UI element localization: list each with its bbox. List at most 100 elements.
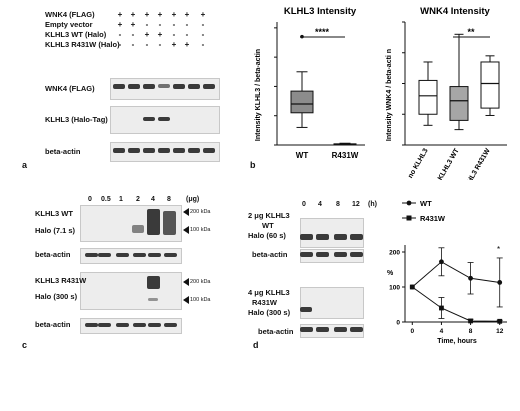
box-klhl3-wt — [449, 86, 469, 121]
time-label: 4 — [318, 201, 322, 208]
condition-symbol: - — [201, 40, 205, 49]
chart2-xtick-klhl3-wt: KLHL3 WT — [437, 147, 461, 180]
condition-symbol: + — [184, 40, 190, 49]
condition-symbol: - — [185, 30, 189, 39]
beta-actin-band — [316, 252, 329, 257]
dose-label: 2 — [136, 196, 140, 203]
chart1-xtick-wt: WT — [296, 151, 309, 160]
chart2-boxes — [418, 33, 500, 131]
line-ylabel: % — [387, 270, 394, 277]
beta-actin-band — [116, 323, 129, 327]
klhl3-wt-band — [147, 209, 160, 235]
series-line-r431w — [411, 286, 500, 322]
d-label-wt: WT — [262, 221, 274, 230]
wnk4-band — [203, 84, 215, 89]
box-wt — [290, 90, 314, 114]
chart2-significance: ** — [467, 27, 475, 37]
panel-letter-d: d — [253, 340, 259, 350]
c-label-halo-7s: Halo (7.1 s) — [35, 226, 76, 235]
condition-symbol: - — [172, 30, 176, 39]
marker-200-2: 200 kDa — [190, 279, 211, 285]
klhl3-band — [158, 117, 170, 121]
time-label: 8 — [336, 201, 340, 208]
time-unit: (h) — [368, 201, 377, 208]
line-asterisk: * — [497, 245, 500, 254]
marker-arrow-200-2 — [183, 278, 189, 286]
row-label-klhl3-wt: KLHL3 WT (Halo) — [45, 30, 107, 39]
panel-letter-c: c — [22, 340, 28, 350]
marker-arrow-200-1 — [183, 208, 189, 216]
beta-actin-band — [203, 148, 215, 153]
beta-actin-band — [148, 253, 161, 257]
blot-label-beta-actin: beta-actin — [45, 147, 81, 156]
row-label-wnk4: WNK4 (FLAG) — [45, 10, 95, 19]
condition-symbol: + — [144, 10, 150, 19]
time-label: 12 — [352, 201, 360, 208]
wt-band — [300, 234, 313, 240]
wnk4-band — [143, 84, 155, 89]
c-label-beta-actin-1: beta-actin — [35, 250, 71, 259]
row-label-klhl3-r431w: KLHL3 R431W (Halo) — [45, 40, 120, 49]
panel-d-line-chart: % Time, hours 0 100 200 0 4 8 12 * — [387, 245, 507, 345]
beta-actin-band — [133, 323, 146, 327]
x-tick-label: 4 — [440, 328, 444, 335]
legend-r431w-marker — [406, 215, 412, 221]
chart2-ylabel: Intensity WNK4 / beta-acti n — [386, 49, 393, 141]
y-tick-label: 0 — [396, 320, 400, 327]
condition-symbol: + — [117, 10, 123, 19]
blot-beta-actin-c2 — [80, 318, 182, 334]
beta-actin-band — [334, 252, 347, 257]
x-tick-label: 8 — [469, 328, 473, 335]
blot-beta-actin-c1 — [80, 248, 182, 264]
condition-symbol: + — [144, 30, 150, 39]
d-label-beta-actin-1: beta-actin — [252, 250, 288, 259]
beta-actin-band — [113, 148, 125, 153]
point-r431w — [409, 284, 415, 290]
wt-band — [334, 234, 347, 240]
condition-symbol: + — [171, 40, 177, 49]
chart1-y-ticks — [274, 27, 277, 146]
dose-label: 4 — [151, 196, 155, 203]
marker-100-1: 100 kDa — [190, 227, 211, 233]
beta-actin-band — [116, 253, 129, 257]
time-label: 0 — [302, 201, 306, 208]
blot-r431w-d — [300, 287, 364, 319]
condition-symbol: - — [145, 20, 149, 29]
beta-actin-band — [300, 252, 313, 257]
beta-actin-band — [173, 148, 185, 153]
beta-actin-band — [98, 253, 111, 257]
condition-symbol: - — [158, 20, 162, 29]
dose-label: 0.5 — [101, 196, 111, 203]
chart1-ylabel: Intensity KLHL3 / beta-actin — [255, 49, 262, 141]
chart2-title: WNK4 Intensity — [420, 6, 490, 17]
beta-actin-band — [133, 253, 146, 257]
r431w-band — [300, 307, 312, 312]
d-label-r431w: R431W — [252, 298, 278, 307]
condition-symbol: - — [118, 30, 122, 39]
klhl3-r431w-band — [147, 276, 160, 289]
marker-arrow-100-2 — [183, 296, 189, 304]
condition-symbol: + — [157, 30, 163, 39]
wnk4-band — [158, 84, 170, 88]
point-wt — [497, 280, 503, 285]
condition-symbol: - — [145, 40, 149, 49]
wnk4-band — [188, 84, 200, 89]
line-series — [409, 247, 503, 324]
condition-symbol: - — [185, 20, 189, 29]
condition-symbol: - — [172, 20, 176, 29]
point-wt — [439, 259, 444, 265]
beta-actin-band — [300, 327, 313, 332]
beta-actin-band — [316, 327, 329, 332]
condition-symbol: - — [158, 40, 162, 49]
wnk4-band — [173, 84, 185, 89]
chart1-significance: **** — [315, 27, 330, 37]
blot-klhl3-r431w-c — [80, 272, 182, 310]
y-tick-label: 100 — [389, 285, 400, 292]
c-label-beta-actin-2: beta-actin — [35, 320, 71, 329]
box-klhl3-r431w — [480, 61, 500, 109]
dose-unit: (μg) — [186, 196, 200, 203]
wnk4-band — [128, 84, 140, 89]
beta-actin-band — [85, 253, 98, 257]
beta-actin-band — [188, 148, 200, 153]
dose-label: 0 — [88, 196, 92, 203]
